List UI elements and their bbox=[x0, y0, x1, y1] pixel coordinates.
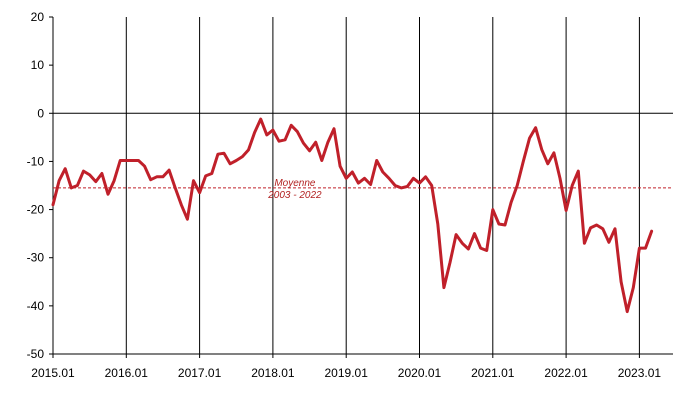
x-tick-label: 2020.01 bbox=[398, 366, 442, 380]
x-tick-label: 2017.01 bbox=[178, 366, 222, 380]
average-label-line1: Moyenne bbox=[274, 178, 316, 189]
average-label-line2: 2003 - 2022 bbox=[267, 190, 322, 201]
y-tick-label: -50 bbox=[27, 347, 45, 361]
y-tick-label: -30 bbox=[27, 251, 45, 265]
x-tick-label: 2019.01 bbox=[325, 366, 369, 380]
x-tick-label: 2018.01 bbox=[251, 366, 295, 380]
y-tick-label: -40 bbox=[27, 299, 45, 313]
y-tick-label: 10 bbox=[31, 58, 45, 72]
average-reference: Moyenne 2003 - 2022 bbox=[53, 178, 673, 201]
y-tick-label: 20 bbox=[31, 10, 45, 24]
y-tick-label: -20 bbox=[27, 203, 45, 217]
x-axis: 2015.01 2016.01 2017.01 2018.01 2019.01 2020.… bbox=[31, 353, 673, 380]
x-tick-label: 2021.01 bbox=[471, 366, 515, 380]
x-tick-label: 2016.01 bbox=[105, 366, 149, 380]
x-tick-label: 2023.01 bbox=[618, 366, 662, 380]
series-line-0 bbox=[51, 117, 654, 314]
y-tick-label: -10 bbox=[27, 154, 45, 168]
series-layer bbox=[51, 117, 654, 314]
y-tick-label: 0 bbox=[37, 106, 44, 120]
x-tick-label: 2015.01 bbox=[31, 366, 75, 380]
y-axis: 20 10 0 -10 -20 -30 -40 -50 bbox=[27, 10, 54, 361]
grid-lines bbox=[125, 17, 640, 354]
x-tick-label: 2022.01 bbox=[544, 366, 588, 380]
